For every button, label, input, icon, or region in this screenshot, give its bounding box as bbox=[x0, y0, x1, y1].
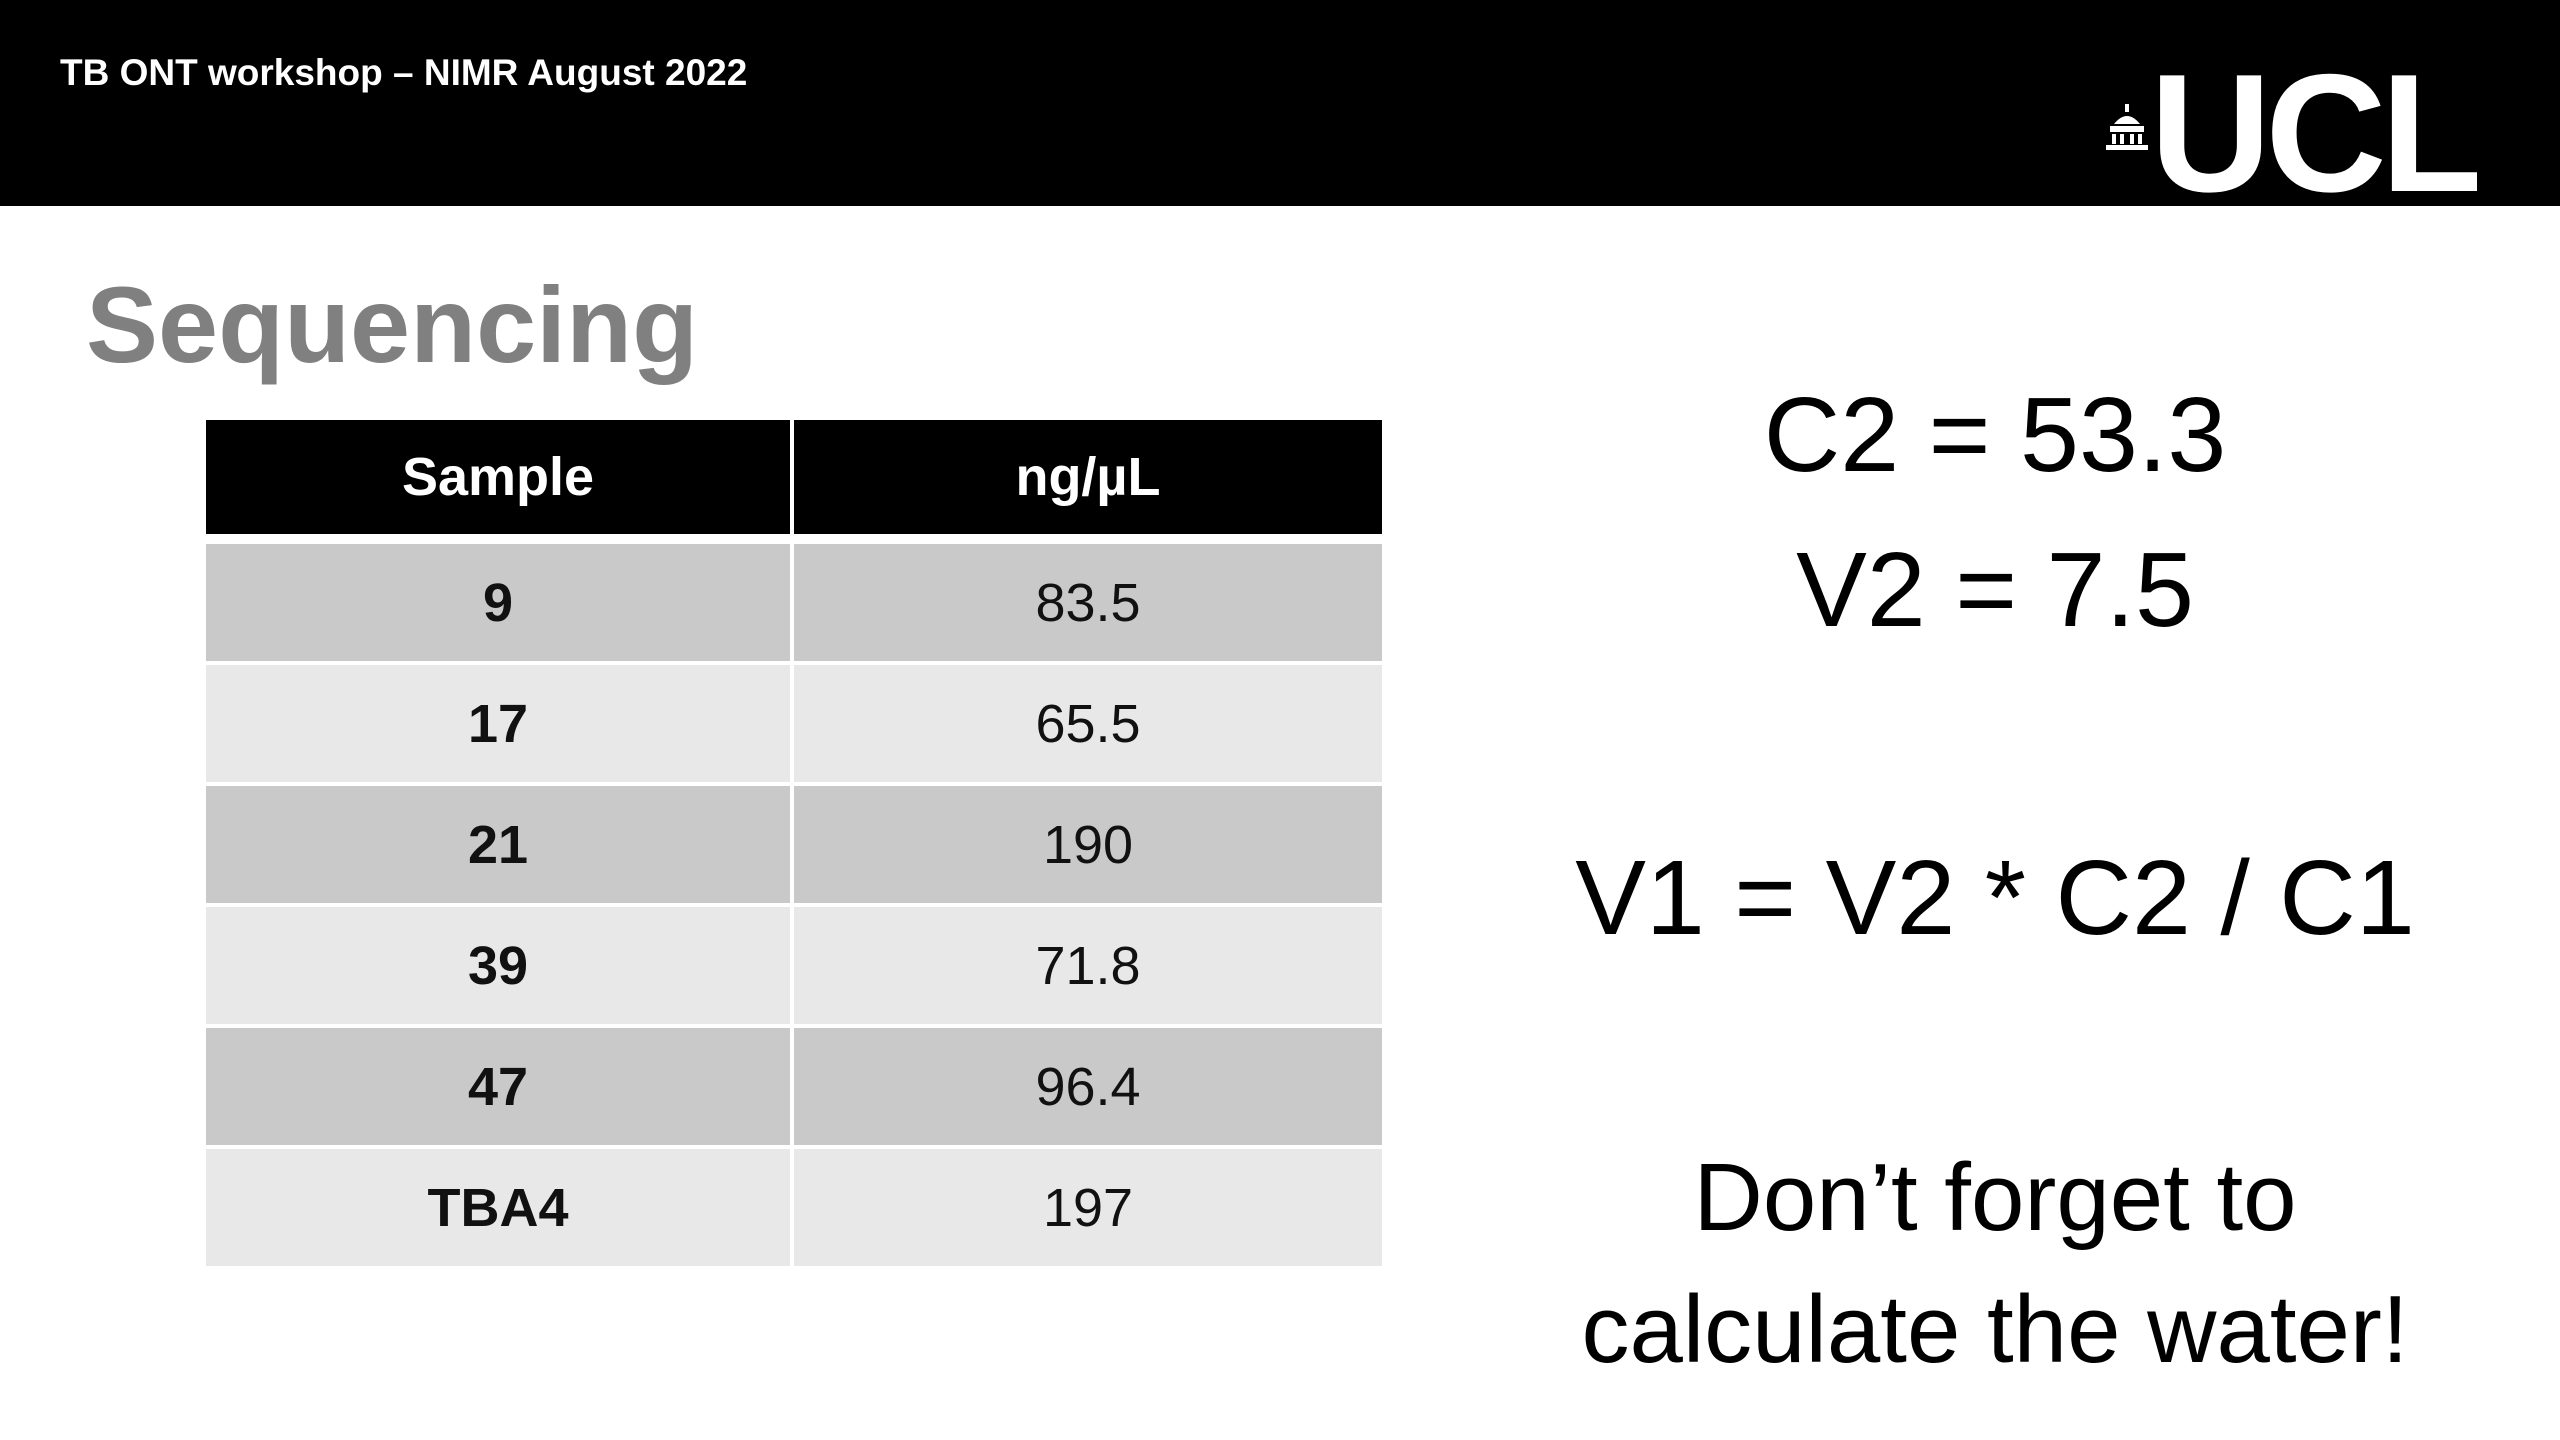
table-cell: 190 bbox=[794, 786, 1382, 903]
slide-title: Sequencing bbox=[86, 264, 699, 385]
header-band bbox=[0, 0, 2560, 206]
logo: UCL bbox=[2150, 60, 2478, 206]
table-cell: 47 bbox=[206, 1028, 790, 1145]
formula: C2 = 53.3 bbox=[1763, 376, 2227, 494]
table-cell: 83.5 bbox=[794, 544, 1382, 661]
header-title: TB ONT workshop – NIMR August 2022 bbox=[60, 52, 748, 93]
column-header: Sample bbox=[206, 420, 790, 534]
table-cell: 65.5 bbox=[794, 665, 1382, 782]
table-cell: 197 bbox=[794, 1149, 1382, 1266]
note-line: Don’t forget to bbox=[1693, 1144, 2297, 1251]
table-cell: 21 bbox=[206, 786, 790, 903]
column-header: ng/µL bbox=[794, 420, 1382, 534]
table-cell: 71.8 bbox=[794, 907, 1382, 1024]
table-cell: 9 bbox=[206, 544, 790, 661]
logo-icon bbox=[2106, 104, 2148, 150]
table-cell: 96.4 bbox=[794, 1028, 1382, 1145]
table-cell: TBA4 bbox=[206, 1149, 790, 1266]
table-cell: 17 bbox=[206, 665, 790, 782]
note-line: calculate the water! bbox=[1581, 1276, 2409, 1383]
table-cell: 39 bbox=[206, 907, 790, 1024]
formula: V1 = V2 * C2 / C1 bbox=[1575, 839, 2415, 957]
formula: V2 = 7.5 bbox=[1796, 531, 2194, 649]
